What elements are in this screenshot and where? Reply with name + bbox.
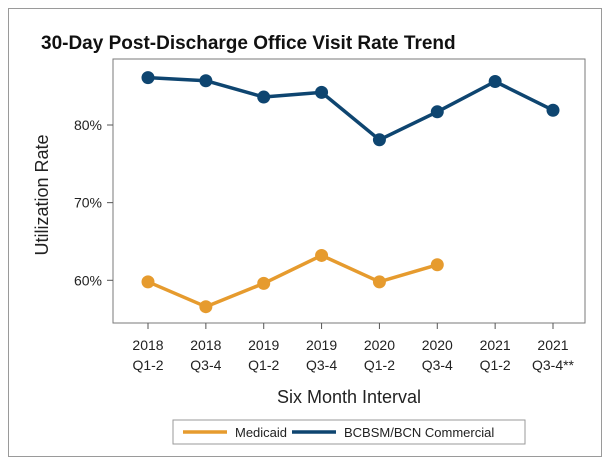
- y-tick-label: 80%: [74, 117, 102, 133]
- plot-area: [112, 58, 586, 324]
- data-point-medicaid: [315, 248, 329, 262]
- data-point-medicaid: [141, 275, 155, 289]
- x-tick-label-year: 2021: [480, 337, 511, 353]
- data-point-bcbsm-bcn-commercial: [199, 74, 213, 88]
- x-tick-label-period: Q3-4: [306, 357, 337, 373]
- y-tick-label: 70%: [74, 195, 102, 211]
- data-point-medicaid: [372, 275, 386, 289]
- x-tick-label-period: Q1-2: [132, 357, 163, 373]
- data-point-bcbsm-bcn-commercial: [257, 90, 271, 104]
- x-tick-label-period: Q1-2: [248, 357, 279, 373]
- series-line-bcbsm-bcn-commercial: [147, 75, 554, 142]
- chart-title: 30-Day Post-Discharge Office Visit Rate …: [41, 33, 456, 54]
- data-point-medicaid: [257, 276, 271, 290]
- legend: Medicaid BCBSM/BCN Commercial: [172, 419, 526, 445]
- data-point-medicaid: [430, 258, 444, 272]
- x-tick-label-year: 2018: [132, 337, 163, 353]
- x-tick-label-year: 2020: [422, 337, 453, 353]
- legend-label-medicaid: Medicaid: [235, 425, 287, 440]
- x-tick-label-year: 2021: [537, 337, 568, 353]
- x-axis-label: Six Month Interval: [277, 387, 421, 407]
- x-tick-label-period: Q1-2: [480, 357, 511, 373]
- y-tick-label: 60%: [74, 272, 102, 288]
- legend-label-bcbsm-bcn-commercial: BCBSM/BCN Commercial: [344, 425, 494, 440]
- chart-frame: [8, 8, 602, 457]
- x-tick-label-period: Q1-2: [364, 357, 395, 373]
- data-point-bcbsm-bcn-commercial: [488, 75, 502, 89]
- x-tick-label-period: Q3-4: [190, 357, 221, 373]
- data-point-bcbsm-bcn-commercial: [315, 85, 329, 99]
- x-tick-label-year: 2020: [364, 337, 395, 353]
- data-point-bcbsm-bcn-commercial: [372, 133, 386, 147]
- data-point-bcbsm-bcn-commercial: [546, 103, 560, 117]
- x-tick-label-year: 2019: [306, 337, 337, 353]
- x-tick-label-period: Q3-4**: [532, 357, 575, 373]
- x-tick-label-period: Q3-4: [422, 357, 453, 373]
- x-tick-label-year: 2018: [190, 337, 221, 353]
- y-axis-label: Utilization Rate: [32, 134, 52, 255]
- series-line-medicaid: [147, 253, 438, 309]
- data-point-bcbsm-bcn-commercial: [430, 105, 444, 119]
- x-tick-label-year: 2019: [248, 337, 279, 353]
- data-point-bcbsm-bcn-commercial: [141, 71, 155, 85]
- legend-box: [172, 419, 526, 445]
- data-point-medicaid: [199, 300, 213, 314]
